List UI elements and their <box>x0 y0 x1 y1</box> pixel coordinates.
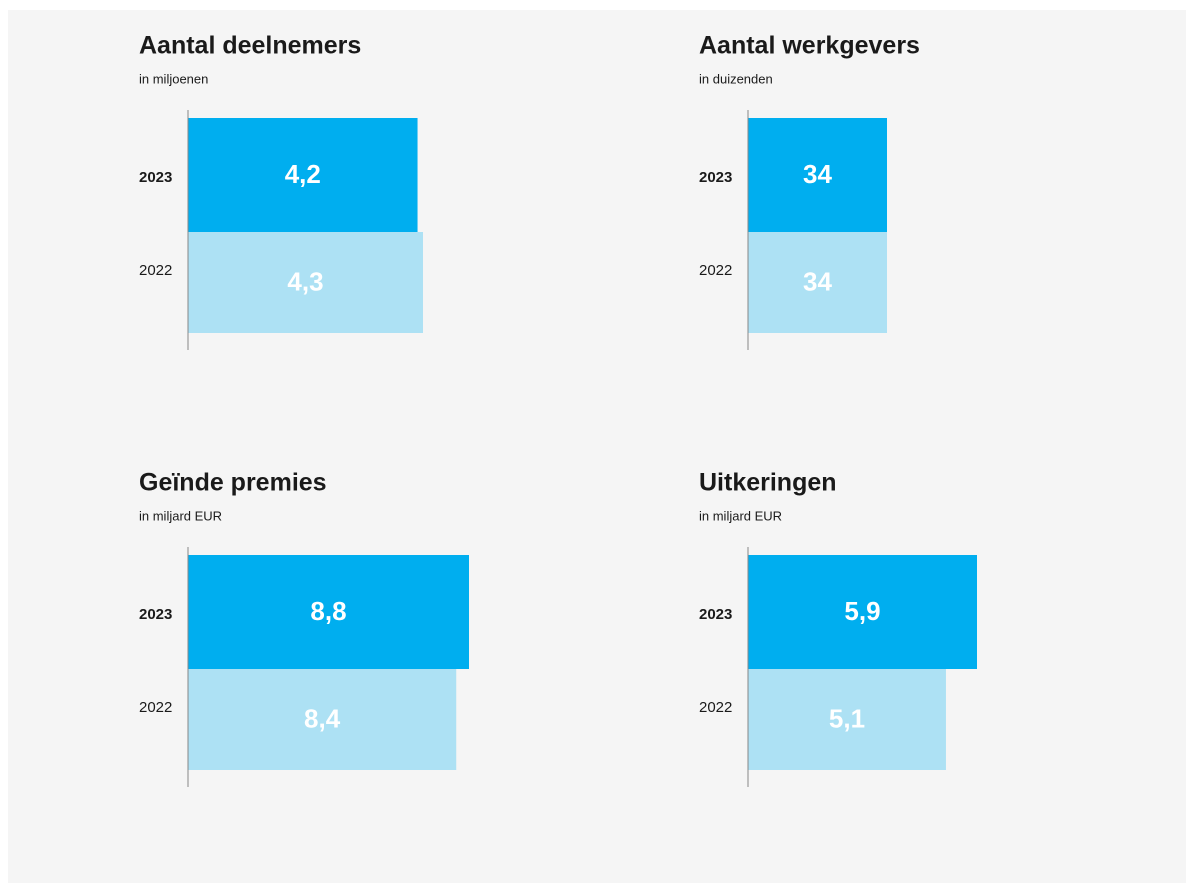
bar <box>748 555 977 669</box>
bar <box>188 669 457 770</box>
chart-title: Aantal deelnemers <box>139 32 361 60</box>
category-label: 2023 <box>699 606 732 623</box>
category-label: 2022 <box>139 262 172 279</box>
value-label: 8,8 <box>310 596 346 626</box>
bar <box>748 669 946 770</box>
category-label: 2022 <box>139 699 172 716</box>
value-label: 34 <box>803 266 832 296</box>
chart-title: Uitkeringen <box>699 469 837 497</box>
chart-subtitle: in miljard EUR <box>139 508 222 523</box>
background <box>8 10 1186 883</box>
category-label: 2023 <box>139 169 172 186</box>
value-label: 34 <box>803 159 832 189</box>
value-label: 5,1 <box>829 703 865 733</box>
category-label: 2023 <box>139 606 172 623</box>
bar <box>748 118 887 232</box>
category-label: 2023 <box>699 169 732 186</box>
bar <box>188 118 418 232</box>
bar <box>748 232 887 333</box>
bar <box>188 232 423 333</box>
bar <box>188 555 469 669</box>
value-label: 4,3 <box>287 266 323 296</box>
chart-title: Aantal werkgevers <box>699 32 920 60</box>
chart-title: Geïnde premies <box>139 469 327 497</box>
value-label: 8,4 <box>304 703 341 733</box>
chart-subtitle: in miljard EUR <box>699 508 782 523</box>
value-label: 5,9 <box>844 596 880 626</box>
chart-subtitle: in duizenden <box>699 71 773 86</box>
category-label: 2022 <box>699 262 732 279</box>
category-label: 2022 <box>699 699 732 716</box>
value-label: 4,2 <box>285 159 321 189</box>
chart-subtitle: in miljoenen <box>139 71 208 86</box>
